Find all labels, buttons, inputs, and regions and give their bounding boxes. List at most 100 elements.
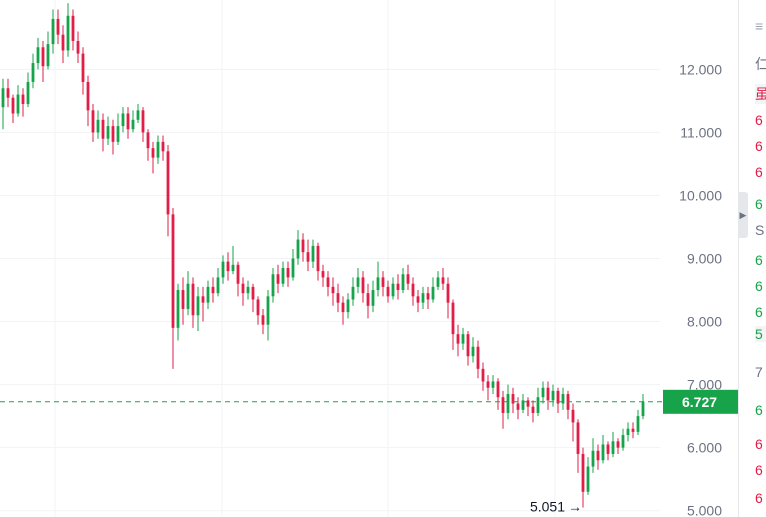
candle-body [326,277,330,287]
candle-body [451,302,455,335]
candle-body [16,94,20,114]
candle-down [251,283,255,313]
candle-body [531,406,535,413]
candle-body [421,293,425,303]
candle-body [161,141,165,152]
candle-down [406,264,410,291]
candle-down [301,233,305,262]
candle-down [631,422,635,439]
candle-body [591,450,595,467]
candle-body [406,274,410,284]
current-price-tag-bg [663,389,738,414]
candle-body [416,296,420,303]
candle-up [51,9,55,54]
candle-down [606,441,610,461]
candle-up [176,283,180,341]
candle-down [566,390,570,420]
candle-body [86,81,90,111]
candle-body [606,444,610,454]
candle-up [221,255,225,284]
candle-body [246,286,250,294]
candle-body [321,271,325,278]
candle-down [556,387,560,413]
candle-down [241,277,245,306]
candle-up [346,293,350,319]
candle-body [611,441,615,454]
candle-body [256,299,260,316]
candle-body [136,110,140,120]
candle-body [491,381,495,388]
candle-body [146,132,150,149]
candle-up [551,384,555,407]
candle-body [171,214,175,328]
candle-body [66,15,70,51]
candle-body [116,126,120,142]
candle-body [201,296,205,303]
candle-body [616,441,620,448]
candle-up [131,110,135,133]
candle-down [256,296,260,325]
candle-body [76,40,80,54]
collapse-panel-handle[interactable]: ▶ [738,192,748,238]
candle-down [496,378,500,410]
candle-body [481,368,485,382]
candle-body [241,283,245,294]
candle-body [296,239,300,259]
candle-body [221,261,225,278]
candle-body [501,397,505,413]
side-panel-item: ≡ [755,18,764,34]
candle-down [306,239,310,272]
y-tick-label: 5.000 [687,503,722,517]
candle-body [311,245,315,262]
candle-down [86,75,90,127]
candle-body [56,18,60,35]
candle-up [591,438,595,473]
candle-body [336,293,340,303]
candle-down [261,308,265,335]
candle-body [426,293,430,300]
candle-up [231,245,235,275]
candle-down [61,25,65,64]
candle-down [381,271,385,297]
candle-up [376,261,380,297]
candle-up [431,277,435,303]
candle-down [516,397,520,420]
side-panel-item: 6 [755,278,763,294]
candle-up [246,280,250,300]
y-tick-label: 11.000 [680,124,722,140]
candle-down [361,271,365,303]
side-panel-item: 6 [755,112,763,128]
side-panel-item: 6 [755,196,763,212]
candle-down [481,362,485,391]
current-price-tag: 6.727 [663,389,738,414]
candle-up [46,31,50,70]
candle-up [626,422,630,442]
candle-body [186,283,190,309]
side-panel-item: 6 [755,164,763,180]
side-panel-item: 6 [755,436,763,452]
candle-body [6,88,10,98]
candle-down [6,78,10,108]
candle-down [486,375,490,401]
candle-body [261,315,265,325]
candle-down [316,242,320,281]
candle-body [596,450,600,461]
candle-down [181,277,185,325]
candle-body [121,113,125,127]
candle-body [156,141,160,158]
side-panel-item: S [755,222,765,238]
candle-body [376,277,380,291]
low-arrow-icon: → [568,499,582,515]
candle-body [551,390,555,401]
candle-up [156,135,160,164]
candle-body [211,286,215,294]
candle-body [411,283,415,297]
candle-up [436,271,440,291]
y-tick-label: 7.000 [687,377,722,393]
candle-body [106,126,110,139]
candle-down [546,381,550,410]
y-tick-label: 9.000 [687,251,722,267]
candle-body [346,299,350,313]
candle-up [536,387,540,417]
